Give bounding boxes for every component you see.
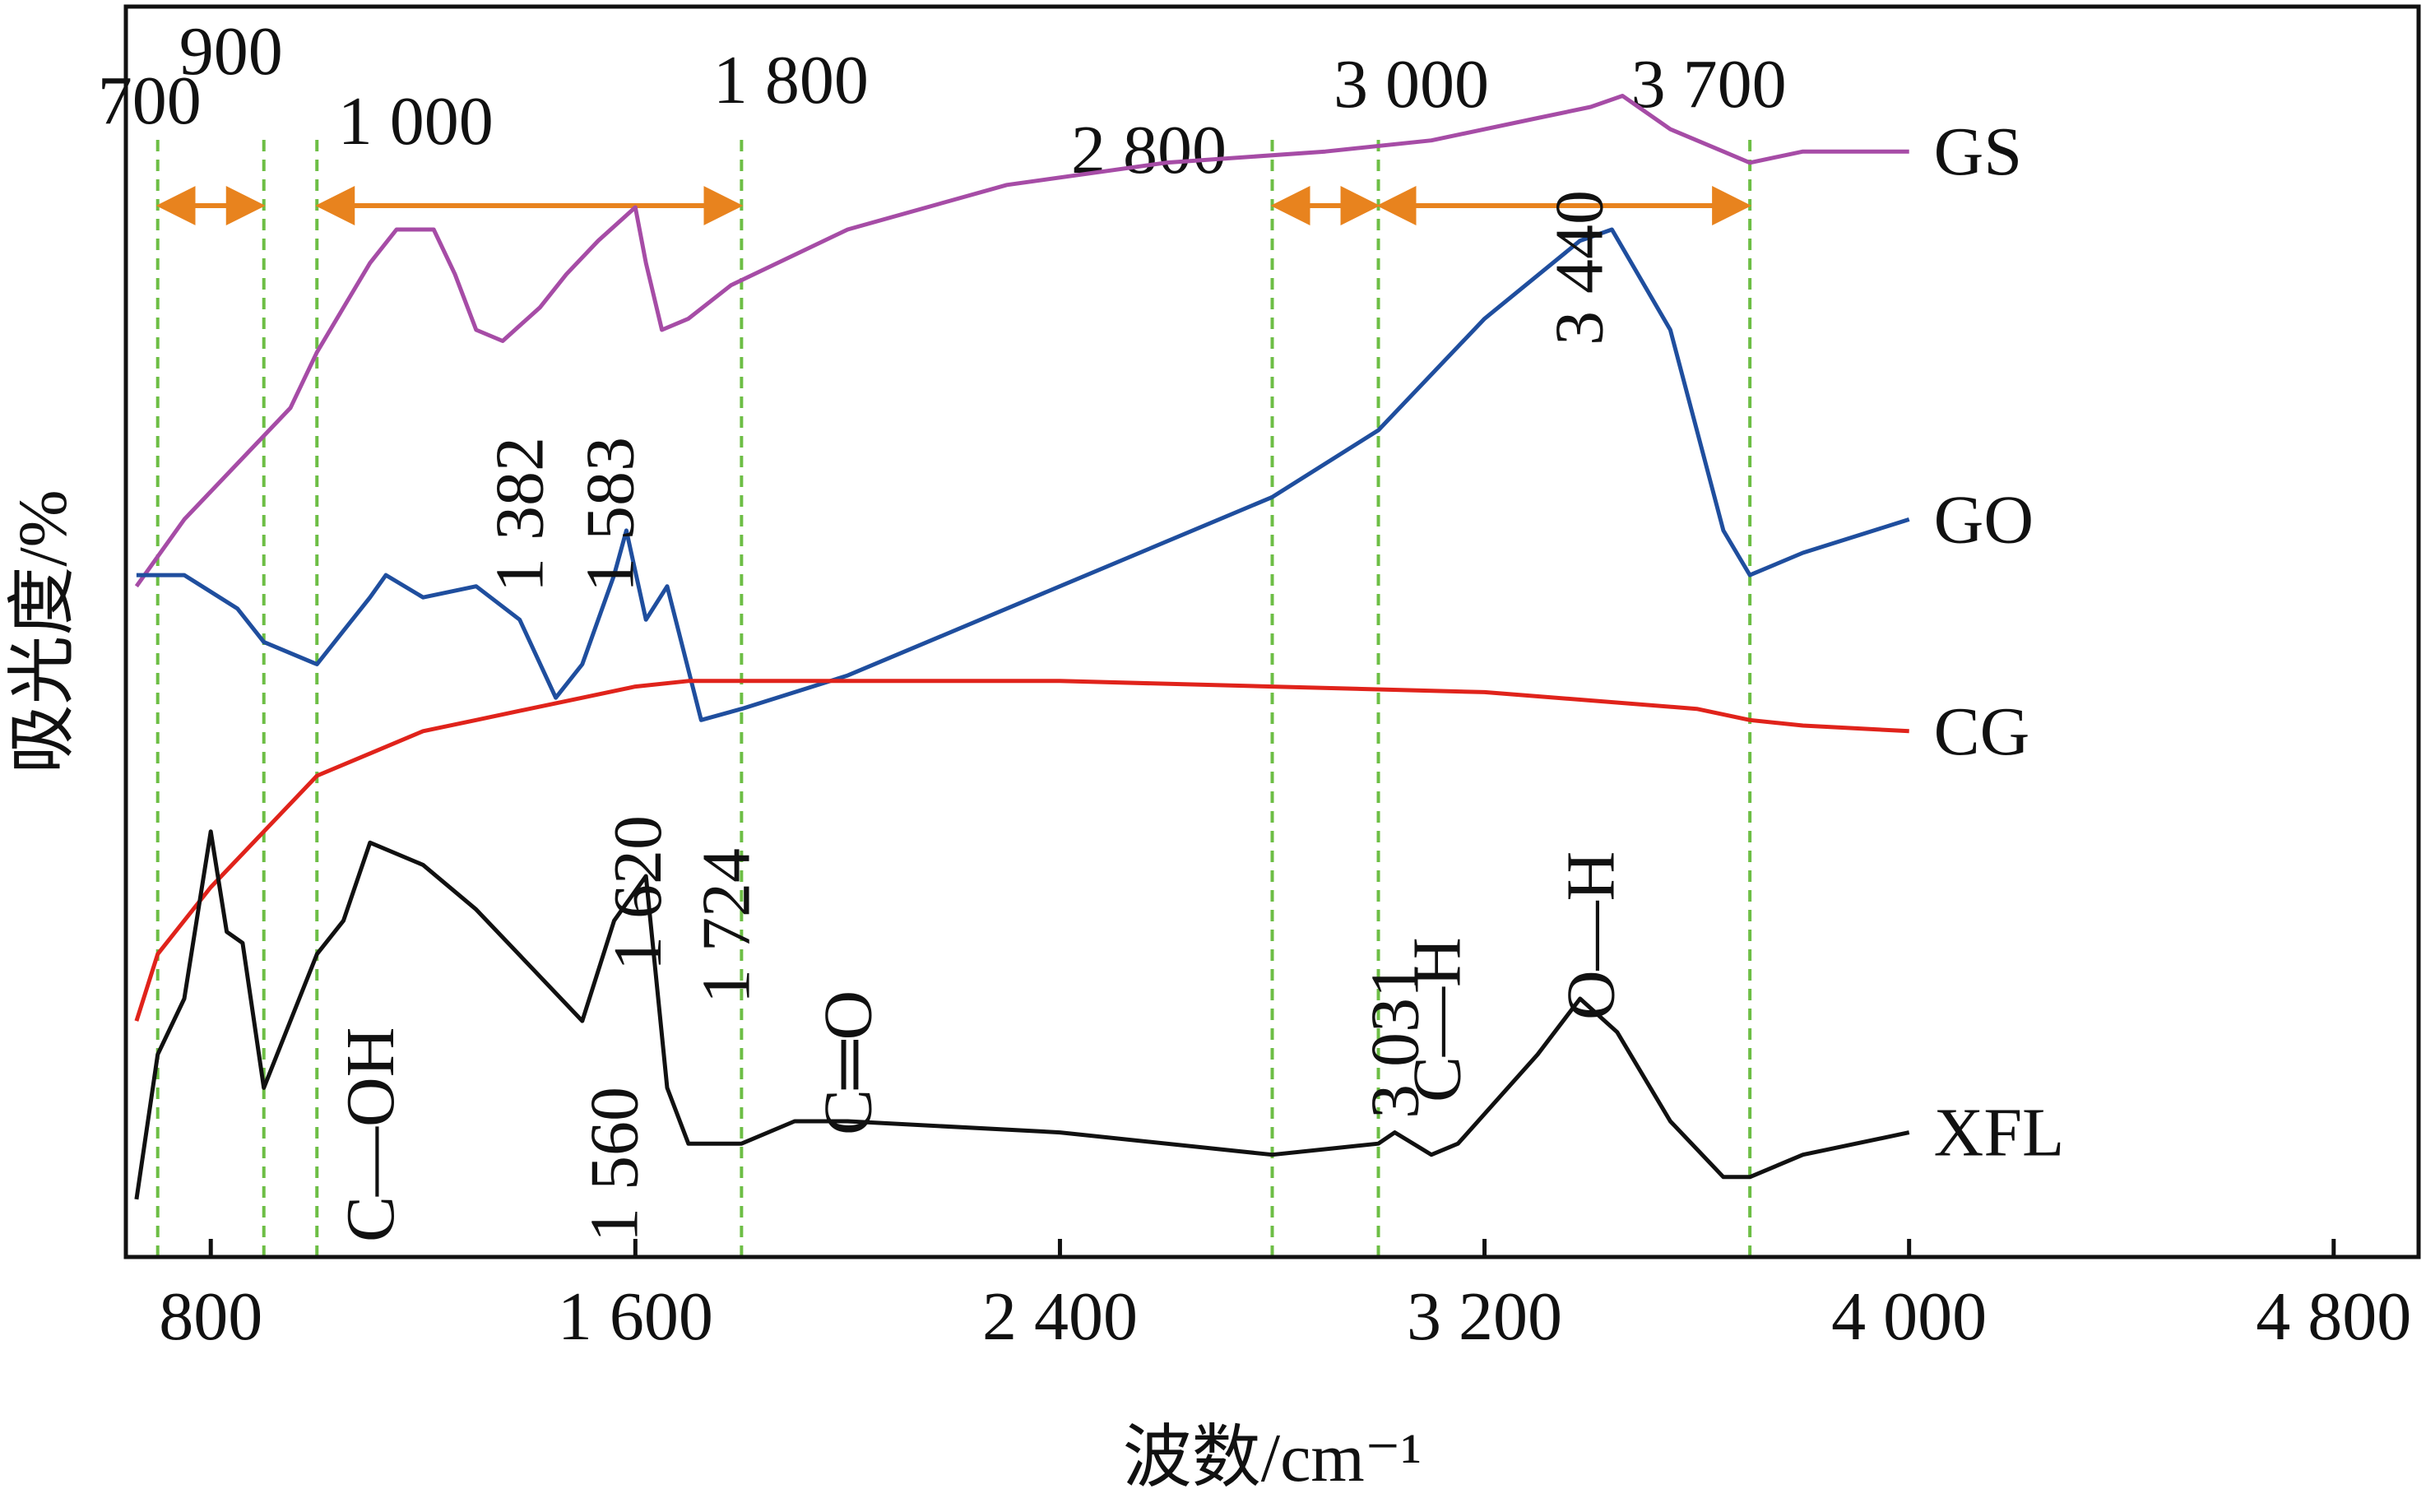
- x-tick-label: 3 200: [1407, 1278, 1562, 1355]
- series-label-gs: GS: [1934, 114, 2022, 190]
- x-tick-label: 4 000: [1831, 1278, 1987, 1355]
- peak-annotations: 3 440 1 382 1 583 1 620 1 724 1 560 3 031 C—OH C…: [332, 190, 1630, 1242]
- peak-annotation: 1 583: [572, 437, 648, 592]
- peak-annotation: 1 620: [600, 815, 676, 971]
- x-axis-title: 波数/cm⁻¹: [1123, 1420, 1422, 1496]
- series-line-go: [136, 227, 1910, 722]
- x-ticks: 800 1 600 2 400 3 200 4 000 4 800: [159, 1239, 2411, 1355]
- series-label-cg: CG: [1934, 693, 2030, 770]
- y-axis-title: 吸光度/%: [5, 489, 81, 773]
- peak-annotation: O—H: [1553, 851, 1630, 1020]
- band-label: 900: [179, 13, 283, 90]
- series-line-xfl: [134, 829, 1910, 1200]
- band-label: 1 000: [338, 83, 494, 160]
- peak-annotation: C—OH: [332, 1027, 409, 1242]
- x-tick-label: 1 600: [558, 1278, 713, 1355]
- peak-annotation: 1 560: [577, 1087, 653, 1242]
- spectra-series: [134, 94, 1910, 1200]
- band-label: 2 800: [1071, 112, 1227, 188]
- band-label: 3 000: [1334, 46, 1489, 123]
- series-line-gs: [134, 94, 1909, 588]
- peak-annotation: C═O: [809, 990, 886, 1135]
- x-tick-label: 4 800: [2256, 1278, 2411, 1355]
- band-label: 700: [98, 63, 202, 139]
- band-label: 3 700: [1631, 46, 1787, 123]
- peak-annotation: 1 382: [482, 437, 559, 592]
- peak-annotation: 1 724: [688, 848, 764, 1004]
- series-line-cg: [134, 679, 1909, 1022]
- band-label: 1 800: [713, 42, 869, 118]
- series-label-go: GO: [1934, 481, 2034, 558]
- plot-frame: [123, 4, 2421, 1259]
- series-labels: GS GO CG XFL: [1934, 114, 2065, 1171]
- x-tick-label: 800: [159, 1278, 262, 1355]
- peak-annotation: C—H: [1399, 937, 1476, 1102]
- x-tick-label: 2 400: [982, 1278, 1138, 1355]
- series-label-xfl: XFL: [1934, 1095, 2065, 1171]
- peak-annotation: 3 440: [1541, 190, 1617, 346]
- peak-annotation: 3 031: [1357, 963, 1434, 1119]
- axes: [123, 4, 2421, 1259]
